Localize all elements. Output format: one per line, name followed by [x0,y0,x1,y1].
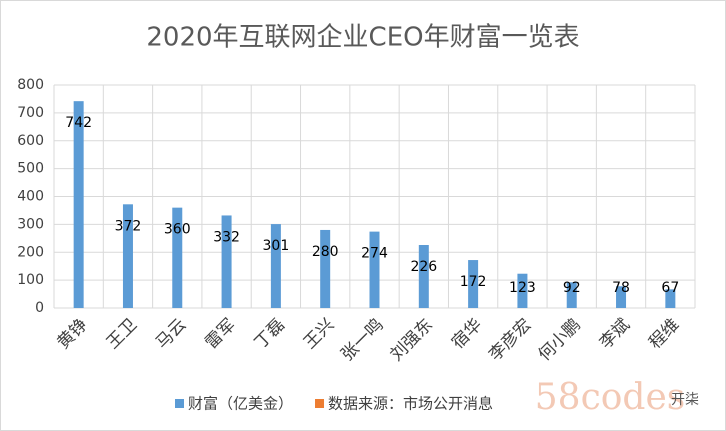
y-tick-label: 0 [35,300,44,316]
legend-label: 财富（亿美金） [188,395,293,413]
bar [369,231,380,308]
watermark: 58codes [535,377,685,418]
value-label: 274 [361,246,388,262]
bar [665,289,676,308]
y-tick-label: 400 [17,189,44,205]
value-label: 226 [410,259,437,275]
y-tick-label: 300 [17,216,44,232]
value-label: 78 [612,280,630,296]
y-tick-label: 700 [17,105,44,121]
bar [122,204,133,308]
bar [418,245,429,308]
value-label: 332 [213,229,240,245]
bar [320,229,331,308]
legend-label: 数据来源：市场公开消息 [328,395,493,413]
bar [468,260,479,308]
bar [616,286,627,308]
bar [221,215,232,308]
value-label: 360 [164,222,191,238]
bar [566,282,577,308]
bar [517,273,528,308]
bar [270,224,281,308]
value-label: 742 [65,115,92,131]
y-tick-label: 100 [17,272,44,288]
bar [73,101,84,308]
value-label: 172 [460,274,487,290]
legend-swatch [315,399,325,408]
value-label: 123 [509,280,536,296]
value-label: 92 [563,280,581,296]
y-tick-label: 200 [17,244,44,260]
value-label: 372 [115,218,142,234]
y-tick-label: 500 [17,161,44,177]
value-label: 280 [312,244,339,260]
legend-swatch [175,399,184,408]
watermark: 开柒 [671,392,699,408]
chart-title: 2020年互联网企业CEO年财富一览表 [146,23,579,53]
y-tick-label: 800 [17,77,44,93]
value-label: 67 [661,280,679,296]
value-label: 301 [263,238,290,254]
bar [172,207,183,308]
y-tick-label: 600 [17,133,44,149]
